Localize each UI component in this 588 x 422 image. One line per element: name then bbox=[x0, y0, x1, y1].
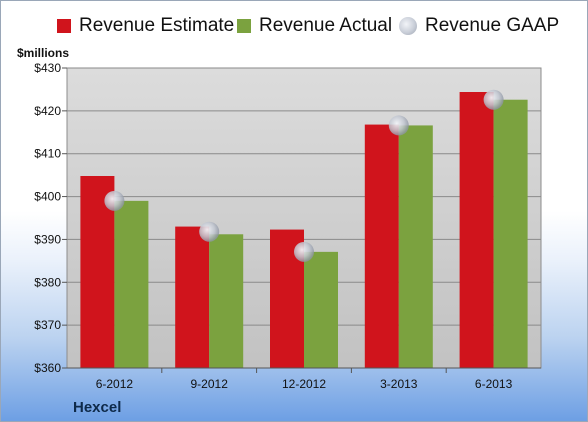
marker-revenue-gaap bbox=[199, 221, 220, 242]
marker-revenue-gaap bbox=[483, 89, 504, 110]
x-tick-label: 6-2013 bbox=[475, 377, 513, 391]
y-tick-label: $380 bbox=[34, 275, 61, 289]
legend-item-estimate: Revenue Estimate bbox=[57, 15, 234, 37]
legend-item-actual: Revenue Actual bbox=[237, 15, 392, 37]
bar-revenue-estimate bbox=[459, 92, 494, 368]
y-tick-label: $390 bbox=[34, 232, 61, 246]
chart-legend: Revenue Estimate Revenue Actual Revenue … bbox=[1, 15, 587, 41]
y-tick-label: $430 bbox=[34, 61, 61, 75]
legend-swatch-gaap bbox=[399, 17, 417, 35]
legend-label-gaap: Revenue GAAP bbox=[425, 15, 560, 36]
y-tick-label: $360 bbox=[34, 361, 61, 375]
y-tick-label: $420 bbox=[34, 104, 61, 118]
x-tick-label: 12-2012 bbox=[282, 377, 326, 391]
bar-revenue-actual bbox=[209, 234, 244, 368]
bar-revenue-estimate bbox=[364, 124, 399, 368]
bar-revenue-actual bbox=[493, 99, 528, 368]
y-tick-label: $370 bbox=[34, 318, 61, 332]
legend-item-gaap: Revenue GAAP bbox=[399, 15, 559, 37]
company-name: Hexcel bbox=[73, 399, 122, 416]
legend-label-estimate: Revenue Estimate bbox=[79, 15, 235, 36]
marker-revenue-gaap bbox=[104, 190, 125, 211]
bar-revenue-actual bbox=[398, 125, 433, 368]
legend-swatch-actual bbox=[237, 19, 251, 33]
x-tick-label: 6-2012 bbox=[96, 377, 134, 391]
legend-swatch-estimate bbox=[57, 19, 71, 33]
y-axis-label: $millions bbox=[17, 46, 69, 60]
marker-revenue-gaap bbox=[388, 115, 409, 136]
bar-revenue-actual bbox=[304, 251, 338, 368]
x-tick-label: 9-2012 bbox=[191, 377, 229, 391]
marker-revenue-gaap bbox=[294, 241, 314, 262]
bar-revenue-actual bbox=[114, 200, 149, 368]
y-tick-label: $400 bbox=[34, 190, 61, 204]
bar-revenue-estimate bbox=[175, 226, 210, 368]
legend-label-actual: Revenue Actual bbox=[259, 15, 393, 36]
x-tick-label: 3-2013 bbox=[380, 377, 418, 391]
y-tick-label: $410 bbox=[34, 147, 61, 161]
